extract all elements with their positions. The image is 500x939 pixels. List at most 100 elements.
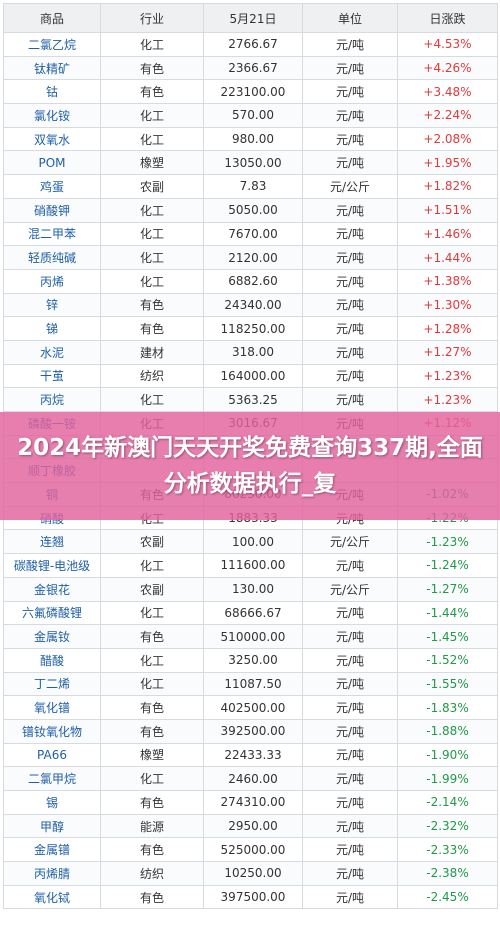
change-cell: +1.46% [397,221,498,247]
commodity-name-cell: 钛精矿 [3,55,101,81]
change-cell: +1.95% [397,150,498,176]
commodity-name-cell: 碳酸锂-电池级 [3,553,101,578]
unit-cell: 元/吨 [302,695,398,720]
change-cell: -1.83% [397,695,498,720]
table-row: POM 橡塑 13050.00 元/吨 +1.95% [3,150,498,176]
table-row: 干茧 纺织 164000.00 元/吨 +1.23% [3,363,498,389]
table-row: 碳酸锂-电池级 化工 111600.00 元/吨 -1.24% [3,553,498,578]
table-row: 鸡蛋 农副 7.83 元/公斤 +1.82% [3,174,498,199]
change-cell: -2.38% [397,861,498,886]
industry-cell: 化工 [100,268,204,294]
header-daily-change: 日涨跌 [397,3,498,33]
change-cell: -1.52% [397,647,498,673]
change-cell: +1.51% [397,197,498,223]
table-row: 锌有色 24340.00 元/吨 +1.30% [3,292,498,318]
unit-cell: 元/吨 [302,339,398,365]
unit-cell: 元/吨 [302,647,398,673]
commodity-name-cell: 锡 [3,790,101,815]
industry-cell: 化工 [100,647,204,673]
commodity-name-cell: 氯化铵 [3,103,101,128]
price-cell: 164000.00 [203,363,303,389]
unit-cell: 元/吨 [302,197,398,223]
change-cell: +4.26% [397,55,498,81]
unit-cell: 元/吨 [302,292,398,318]
change-cell: -2.45% [397,884,498,910]
price-cell: 7.83 [203,174,303,199]
commodity-name-cell: 金银花 [3,576,101,602]
unit-cell: 元/公斤 [302,174,398,199]
unit-cell: 元/吨 [302,32,398,57]
unit-cell: 元/吨 [302,245,398,270]
price-cell: 3250.00 [203,647,303,673]
unit-cell: 元/吨 [302,387,398,412]
industry-cell: 有色 [100,837,204,863]
header-unit: 单位 [302,3,398,33]
table-row: 丙烷 化工 5363.25 元/吨 +1.23% [3,387,498,412]
table-row: 镨钕氧化物 有色 392500.00 元/吨 -1.88% [3,718,498,744]
unit-cell: 元/吨 [302,316,398,341]
commodity-price-table: 商品 行业 5月21日 单位 日涨跌 二氯乙烷 化工 2766.67 元/吨 +4.53… [3,3,498,910]
industry-cell: 化工 [100,600,204,626]
change-cell: -1.27% [397,576,498,602]
change-cell: +1.30% [397,292,498,318]
unit-cell: 元/吨 [302,861,398,886]
unit-cell: 元/吨 [302,718,398,744]
industry-cell: 纺织 [100,363,204,389]
commodity-name-cell: PA66 [3,742,101,768]
table-row: 锑有色 118250.00 元/吨 +1.28% [3,316,498,341]
price-cell: 402500.00 [203,695,303,720]
header-commodity: 商品 [3,3,101,33]
industry-cell: 化工 [100,32,204,57]
industry-cell: 有色 [100,884,204,910]
change-cell: +4.53% [397,32,498,57]
industry-cell: 化工 [100,126,204,152]
unit-cell: 元/吨 [302,363,398,389]
change-cell: +2.24% [397,103,498,128]
industry-cell: 农副 [100,576,204,602]
change-cell: +1.23% [397,363,498,389]
change-cell: -2.33% [397,837,498,863]
industry-cell: 化工 [100,387,204,412]
industry-cell: 有色 [100,624,204,649]
change-cell: +1.82% [397,174,498,199]
price-cell: 274310.00 [203,790,303,815]
commodity-name-cell: 镨钕氧化物 [3,718,101,744]
commodity-name-cell: 丙烯 [3,268,101,294]
industry-cell: 橡塑 [100,742,204,768]
unit-cell: 元/吨 [302,55,398,81]
commodity-name-cell: 鸡蛋 [3,174,101,199]
price-cell: 570.00 [203,103,303,128]
industry-cell: 化工 [100,553,204,578]
unit-cell: 元/吨 [302,221,398,247]
commodity-name-cell: 醋酸 [3,647,101,673]
industry-cell: 有色 [100,695,204,720]
commodity-name-cell: 水泥 [3,339,101,365]
price-cell: 11087.50 [203,671,303,697]
commodity-name-cell: 丙烷 [3,387,101,412]
commodity-name-cell: 混二甲苯 [3,221,101,247]
table-row: 丙烯 化工 6882.60 元/吨 +1.38% [3,268,498,294]
table-row: 二氯甲烷 化工 2460.00 元/吨 -1.99% [3,766,498,791]
unit-cell: 元/吨 [302,813,398,839]
change-cell: -1.88% [397,718,498,744]
price-cell: 5050.00 [203,197,303,223]
commodity-name-cell: 丙烯腈 [3,861,101,886]
unit-cell: 元/吨 [302,126,398,152]
commodity-name-cell: 双氧水 [3,126,101,152]
table-header-row: 商品 行业 5月21日 单位 日涨跌 [3,3,498,33]
table-row: 二氯乙烷 化工 2766.67 元/吨 +4.53% [3,32,498,57]
commodity-name-cell: 六氟磷酸锂 [3,600,101,626]
industry-cell: 能源 [100,813,204,839]
unit-cell: 元/吨 [302,837,398,863]
change-cell: +1.38% [397,268,498,294]
table-row: 氧化铽 有色 397500.00 元/吨 -2.45% [3,884,498,910]
table-row: 丁二烯 化工 11087.50 元/吨 -1.55% [3,671,498,697]
table-row: 钛精矿 有色 2366.67 元/吨 +4.26% [3,55,498,81]
price-cell: 397500.00 [203,884,303,910]
table-row: PA66 橡塑 22433.33 元/吨 -1.90% [3,742,498,768]
header-price-date: 5月21日 [203,3,303,33]
industry-cell: 有色 [100,292,204,318]
table-row: 氧化镨 有色 402500.00 元/吨 -1.83% [3,695,498,720]
table-row: 连翘 农副 100.00 元/公斤 -1.23% [3,529,498,555]
commodity-name-cell: 轻质纯碱 [3,245,101,270]
